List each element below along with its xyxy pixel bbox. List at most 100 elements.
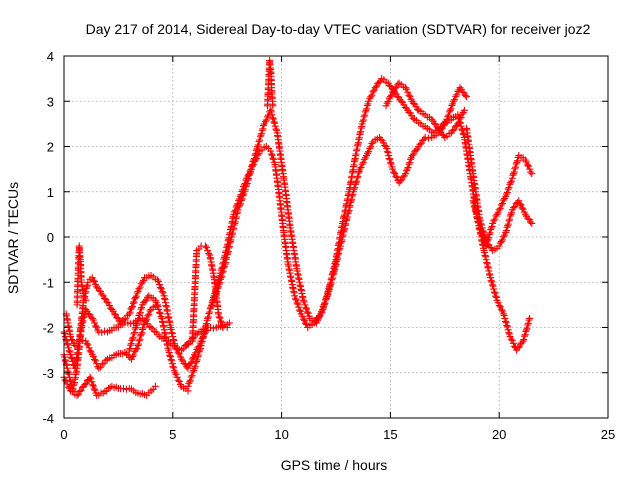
data-point-trace — [248, 161, 256, 169]
data-point-trace — [256, 136, 264, 144]
x-tick-label: 20 — [492, 427, 506, 442]
data-point-trace — [405, 91, 413, 99]
data-point-trace — [258, 130, 266, 138]
data-point — [223, 324, 231, 331]
data-point-trace — [64, 383, 72, 391]
data-point-trace — [387, 91, 395, 99]
data-point-trace — [132, 293, 140, 301]
data-point-trace — [89, 276, 97, 284]
data-point-trace — [386, 93, 394, 101]
data-point — [171, 369, 179, 377]
data-point-trace — [65, 344, 73, 352]
data-point-trace — [522, 326, 530, 334]
data-point-trace — [365, 148, 373, 156]
data-point-trace — [110, 310, 118, 318]
data-point-trace — [220, 264, 228, 272]
series-spike — [263, 57, 277, 110]
data-point-trace — [314, 316, 322, 324]
data-point-trace — [440, 119, 448, 127]
data-point-trace — [63, 380, 71, 388]
data-point — [519, 337, 527, 345]
data-point-trace — [172, 370, 180, 378]
data-point — [397, 97, 405, 105]
data-point-trace — [146, 307, 154, 315]
data-point-trace — [503, 188, 511, 196]
data-point-trace — [61, 376, 69, 384]
data-point-trace — [489, 282, 497, 290]
data-point-trace — [383, 147, 391, 155]
data-point-trace — [269, 115, 277, 123]
data-point-trace — [500, 233, 508, 241]
data-point-trace — [504, 185, 512, 193]
data-point-trace — [130, 298, 138, 306]
data-point-trace — [250, 156, 258, 164]
data-point-trace — [165, 348, 173, 356]
y-axis-label: SDTVAR / TECUs — [5, 182, 21, 294]
data-point-trace — [507, 335, 515, 343]
data-point-trace — [324, 289, 332, 297]
data-point-trace — [270, 118, 278, 126]
data-point-trace — [158, 288, 166, 296]
data-point-trace — [239, 192, 247, 200]
data-point-trace — [90, 319, 98, 327]
data-point-trace — [87, 375, 95, 383]
data-point-trace — [251, 151, 259, 159]
data-point-trace — [322, 296, 330, 304]
data-point-trace — [478, 224, 486, 232]
data-point-trace — [396, 177, 404, 185]
data-point-trace — [235, 203, 243, 211]
data-point-trace — [364, 149, 372, 157]
data-point-trace — [525, 162, 533, 170]
data-point-trace — [404, 164, 412, 172]
data-point-trace — [491, 289, 499, 297]
data-point-trace — [363, 105, 371, 113]
data-point-trace — [155, 305, 163, 313]
data-point-trace — [194, 353, 202, 361]
data-point-trace — [498, 199, 506, 207]
data-point-trace — [127, 320, 135, 328]
data-point-trace — [508, 209, 516, 217]
data-point-trace — [113, 314, 121, 322]
data-point-trace — [317, 310, 325, 318]
data-point-trace — [509, 339, 517, 347]
y-tick-label: 1 — [47, 185, 54, 200]
data-point — [82, 296, 90, 304]
data-point-trace — [89, 353, 97, 361]
data-point-trace — [90, 385, 98, 393]
data-point-trace — [385, 155, 393, 163]
data-point-trace — [387, 159, 395, 167]
data-point-trace — [384, 149, 392, 157]
data-point-trace — [300, 316, 308, 324]
data-point-trace — [205, 310, 213, 318]
data-point-trace — [490, 288, 498, 296]
chart-title: Day 217 of 2014, Sidereal Day-to-day VTE… — [86, 21, 591, 37]
data-point-trace — [93, 360, 101, 368]
data-point-trace — [480, 231, 488, 239]
data-point-trace — [503, 190, 511, 198]
data-point-trace — [68, 336, 76, 344]
data-point-trace — [504, 222, 512, 230]
data-point-trace — [406, 92, 414, 100]
data-point-trace — [391, 84, 399, 92]
data-point-trace — [136, 283, 144, 291]
data-point-trace — [243, 181, 251, 189]
data-point-trace — [254, 141, 262, 149]
data-point-trace — [256, 133, 264, 141]
data-point-trace — [416, 140, 424, 148]
data-point-trace — [293, 299, 301, 307]
data-point-trace — [402, 167, 410, 175]
data-point-trace — [321, 299, 329, 307]
data-point-trace — [496, 303, 504, 311]
data-point-trace — [250, 155, 258, 163]
data-point — [171, 342, 179, 350]
data-point-trace — [498, 307, 506, 315]
data-point-trace — [291, 295, 299, 303]
data-series-layer — [60, 57, 536, 399]
data-point-trace — [130, 330, 138, 338]
data-point-trace — [502, 227, 510, 235]
data-point-trace — [132, 321, 140, 329]
data-point-trace — [360, 113, 368, 121]
data-point-trace — [445, 108, 453, 116]
data-point-trace — [495, 302, 503, 310]
data-point-trace — [476, 217, 484, 225]
